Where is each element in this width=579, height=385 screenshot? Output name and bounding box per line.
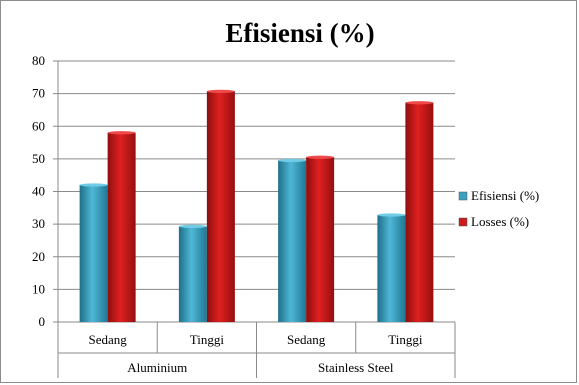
bar-top — [377, 213, 406, 217]
x-tick-label: Sedang — [88, 332, 127, 347]
y-tick-label: 30 — [32, 216, 45, 231]
bar — [107, 131, 136, 322]
bar-top — [306, 155, 335, 159]
bar-layer — [79, 89, 434, 322]
legend-swatch — [458, 191, 468, 201]
y-tick-label: 20 — [32, 249, 45, 264]
x-tick-label: Sedang — [287, 332, 326, 347]
y-tick-label: 40 — [32, 184, 45, 199]
legend: Efisiensi (%) Losses (%) — [458, 188, 539, 229]
bar-body — [206, 91, 235, 322]
bar-top — [107, 131, 136, 135]
x-tick-label: Tinggi — [388, 332, 423, 347]
bar-body — [377, 214, 406, 322]
y-tick-label: 0 — [39, 314, 46, 329]
bar-top — [206, 89, 235, 93]
legend-swatch — [458, 217, 468, 227]
bar — [278, 158, 307, 322]
x-tick-label: Tinggi — [190, 332, 225, 347]
group-label: Stainless Steel — [318, 360, 394, 375]
bar-top — [178, 224, 207, 229]
bar-top — [405, 101, 434, 105]
y-tick-label: 80 — [32, 53, 45, 68]
bar — [79, 183, 108, 322]
legend-label: Losses (%) — [471, 214, 529, 229]
legend-item: Losses (%) — [458, 214, 529, 229]
bar-body — [278, 160, 307, 322]
bar — [377, 213, 406, 322]
y-tick-label: 10 — [32, 281, 45, 296]
bar-body — [178, 226, 207, 322]
legend-label: Efisiensi (%) — [471, 188, 539, 203]
y-tick-label: 70 — [32, 86, 45, 101]
y-tick-label: 60 — [32, 118, 45, 133]
bar — [178, 224, 207, 322]
chart-title: Efisiensi (%) — [225, 18, 374, 48]
bar — [306, 155, 335, 322]
bar-top — [278, 158, 307, 163]
y-tick-label: 50 — [32, 151, 45, 166]
group-label: Aluminium — [127, 360, 187, 375]
bar — [206, 89, 235, 322]
bar-body — [107, 132, 136, 322]
bar-top — [79, 183, 108, 187]
legend-item: Efisiensi (%) — [458, 188, 539, 203]
bar-body — [306, 157, 335, 322]
bar — [405, 101, 434, 322]
bar-body — [79, 184, 108, 322]
bar-body — [405, 102, 434, 322]
